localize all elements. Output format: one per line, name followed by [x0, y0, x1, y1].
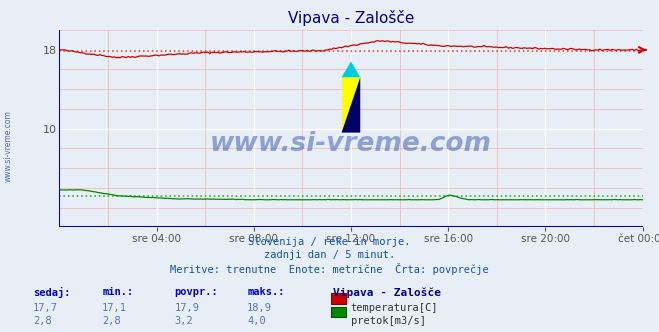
Text: maks.:: maks.: [247, 287, 285, 297]
Text: sedaj:: sedaj: [33, 287, 71, 298]
Polygon shape [341, 61, 360, 77]
Title: Vipava - Zalošče: Vipava - Zalošče [288, 10, 414, 26]
Polygon shape [341, 77, 360, 132]
Text: Vipava - Zalošče: Vipava - Zalošče [333, 287, 441, 298]
Text: 3,2: 3,2 [175, 316, 193, 326]
Text: 17,7: 17,7 [33, 303, 58, 313]
Text: zadnji dan / 5 minut.: zadnji dan / 5 minut. [264, 250, 395, 260]
Text: 17,1: 17,1 [102, 303, 127, 313]
Text: 4,0: 4,0 [247, 316, 266, 326]
Text: pretok[m3/s]: pretok[m3/s] [351, 316, 426, 326]
Text: 17,9: 17,9 [175, 303, 200, 313]
Text: Slovenija / reke in morje.: Slovenija / reke in morje. [248, 237, 411, 247]
Text: 18,9: 18,9 [247, 303, 272, 313]
Text: temperatura[C]: temperatura[C] [351, 303, 438, 313]
Text: Meritve: trenutne  Enote: metrične  Črta: povprečje: Meritve: trenutne Enote: metrične Črta: … [170, 263, 489, 275]
Text: min.:: min.: [102, 287, 133, 297]
Text: 2,8: 2,8 [33, 316, 51, 326]
Text: 2,8: 2,8 [102, 316, 121, 326]
Text: www.si-vreme.com: www.si-vreme.com [210, 131, 492, 157]
Text: povpr.:: povpr.: [175, 287, 218, 297]
Polygon shape [341, 77, 360, 132]
Text: www.si-vreme.com: www.si-vreme.com [3, 110, 13, 182]
